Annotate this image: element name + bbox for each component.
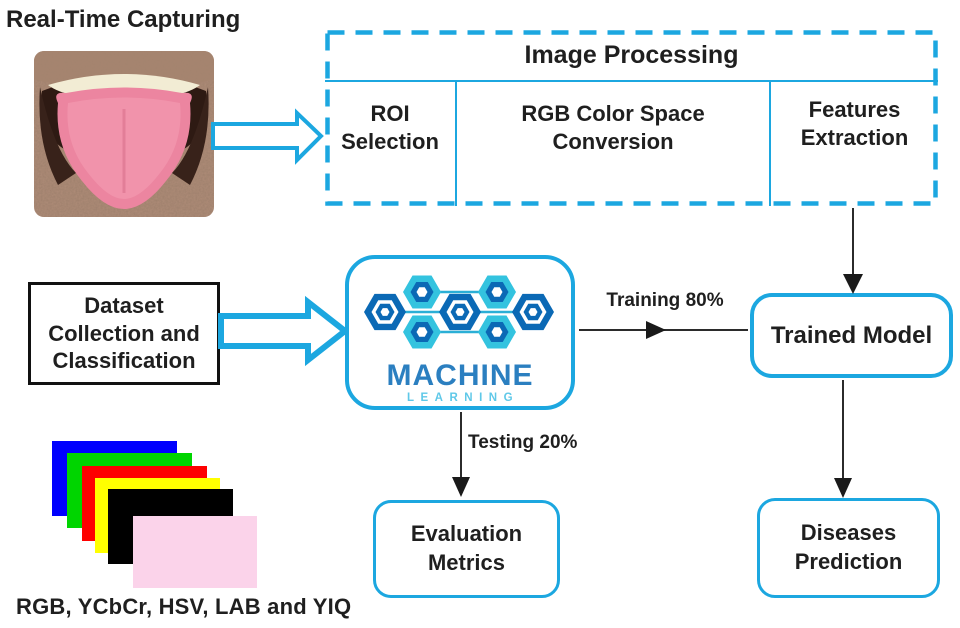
- machine-wordmark: MACHINE: [387, 359, 534, 392]
- hexagon-icon: [364, 293, 554, 331]
- learning-wordmark: LEARNING: [407, 392, 519, 404]
- image-processing-block: Image Processing ROI Selection RGB Color…: [325, 30, 938, 206]
- step-label: Features Extraction: [800, 97, 909, 150]
- machine-learning-node: MACHINE LEARNING: [345, 255, 575, 410]
- step-label: ROI Selection: [341, 101, 439, 154]
- trained-model-box: Trained Model: [750, 293, 953, 378]
- dataset-label: Dataset Collection and Classification: [48, 293, 200, 374]
- realtime-capturing-title: Real-Time Capturing: [6, 6, 241, 33]
- dataset-collection-box: Dataset Collection and Classification: [28, 282, 220, 385]
- diseases-prediction-box: Diseases Prediction: [757, 498, 940, 598]
- dashed-border: [325, 30, 938, 206]
- step-roi-selection: ROI Selection: [325, 82, 455, 206]
- step-features-extraction: Features Extraction: [769, 82, 938, 206]
- swatch-pink: [133, 516, 257, 588]
- machine-learning-logo: MACHINE LEARNING: [364, 275, 554, 404]
- evaluation-metrics-box: Evaluation Metrics: [373, 500, 560, 598]
- capture-to-processing-arrow-icon: [211, 108, 324, 165]
- tongue-photo: [34, 51, 214, 217]
- diseases-prediction-label: Diseases Prediction: [794, 520, 903, 574]
- training-split-label: Training 80%: [606, 290, 724, 311]
- color-spaces-caption: RGB, YCbCr, HSV, LAB and YIQ: [16, 594, 352, 619]
- step-label: RGB Color Space Conversion: [521, 101, 705, 154]
- testing-split-label: Testing 20%: [468, 432, 578, 453]
- step-rgb-conversion: RGB Color Space Conversion: [455, 82, 769, 206]
- evaluation-metrics-label: Evaluation Metrics: [410, 521, 523, 575]
- trained-model-label: Trained Model: [770, 321, 933, 349]
- image-processing-title: Image Processing: [325, 30, 938, 82]
- dataset-to-ml-arrow-icon: [218, 295, 350, 367]
